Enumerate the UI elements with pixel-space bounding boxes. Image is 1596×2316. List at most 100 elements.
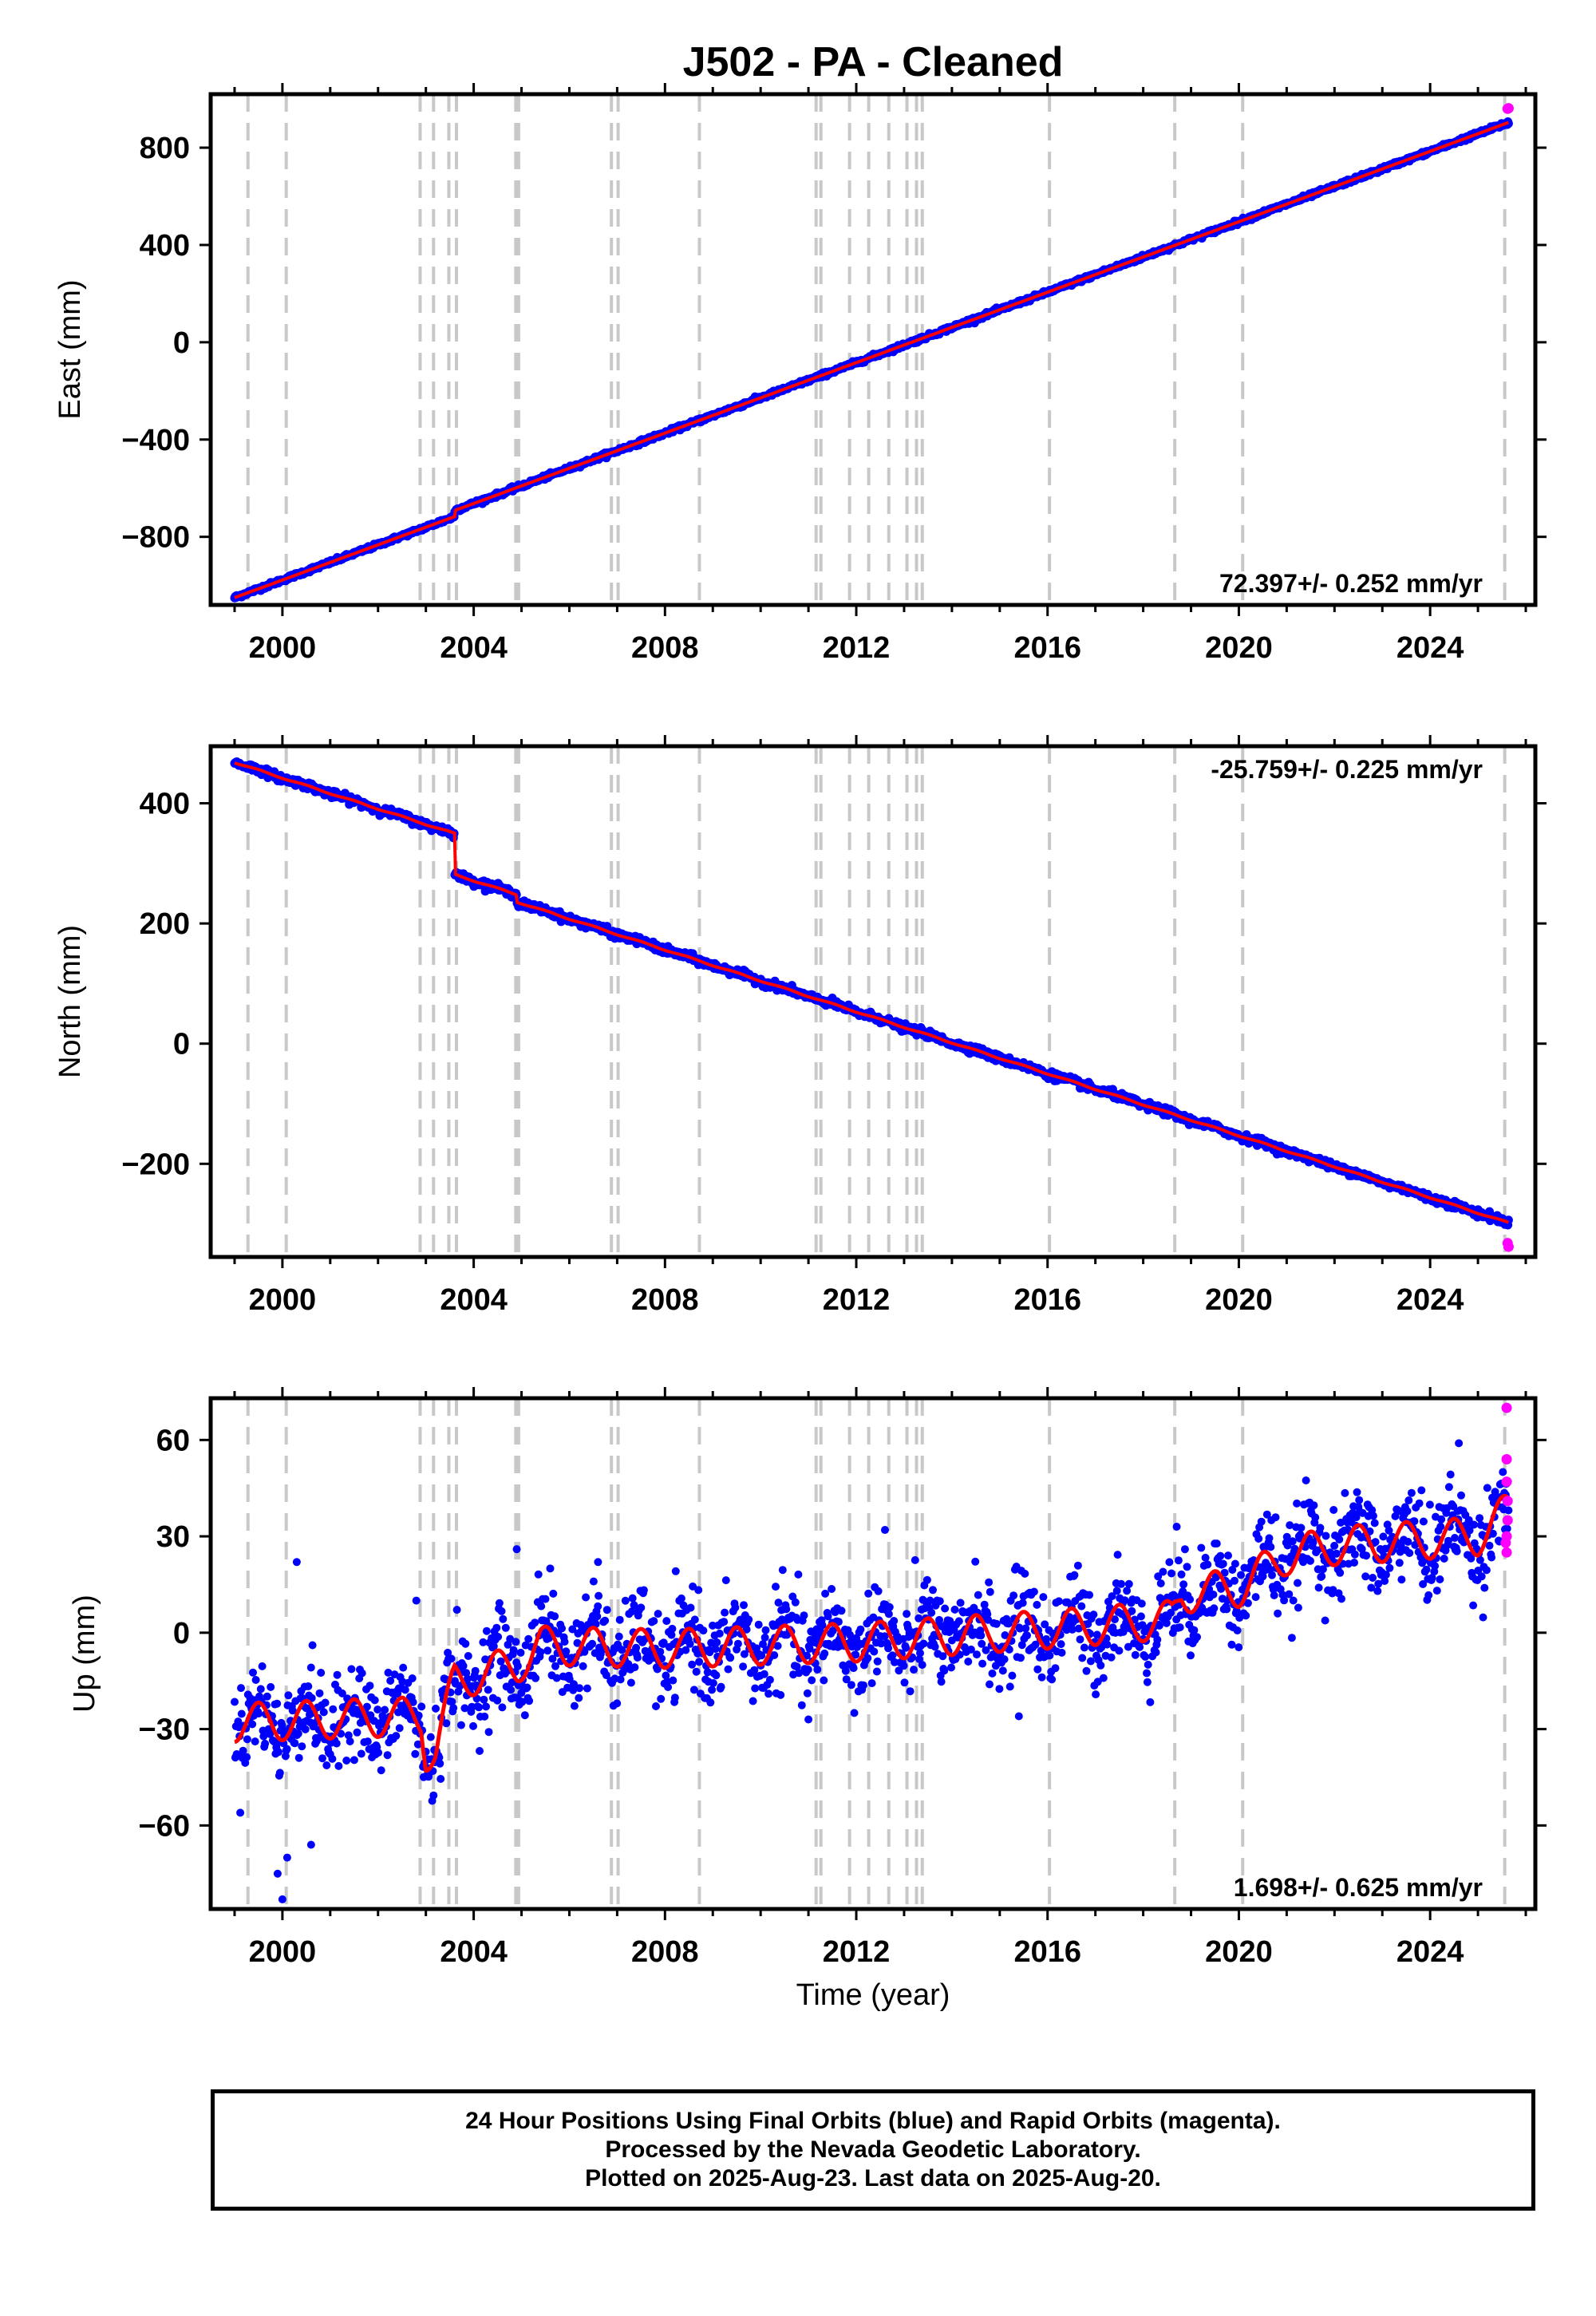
- data-point: [803, 1689, 812, 1697]
- data-point: [885, 1603, 894, 1611]
- data-point: [821, 1589, 830, 1598]
- data-point: [482, 1626, 491, 1635]
- data-point: [520, 1711, 529, 1720]
- data-point: [828, 1585, 836, 1593]
- data-point: [760, 1633, 769, 1642]
- data-point: [329, 1705, 338, 1713]
- data-point: [995, 1685, 1004, 1694]
- data-point: [263, 1692, 271, 1701]
- data-point: [751, 1684, 760, 1693]
- data-point: [308, 1641, 317, 1650]
- data-point: [541, 1595, 550, 1603]
- data-point: [370, 1696, 379, 1705]
- data-point: [452, 1606, 461, 1614]
- data-point: [358, 1669, 366, 1678]
- data-point: [797, 1701, 806, 1709]
- data-point: [319, 1708, 328, 1717]
- data-point: [778, 1566, 787, 1575]
- x-tick-label: 2004: [440, 1283, 508, 1317]
- data-point: [1033, 1600, 1041, 1609]
- x-tick-label: 2008: [631, 1283, 699, 1317]
- data-point: [384, 1668, 393, 1677]
- data-point: [760, 1670, 768, 1678]
- data-point: [288, 1706, 297, 1715]
- data-point: [489, 1642, 498, 1650]
- data-point: [536, 1648, 545, 1657]
- data-point: [298, 1742, 306, 1751]
- data-point: [1005, 1682, 1014, 1691]
- data-point: [377, 1766, 385, 1775]
- data-point: [480, 1712, 489, 1721]
- data-point: [471, 1666, 480, 1675]
- data-point: [863, 1654, 872, 1662]
- y-tick-label: 800: [140, 132, 190, 165]
- data-point: [236, 1808, 245, 1817]
- data-point: [712, 1671, 721, 1680]
- data-point: [353, 1728, 361, 1737]
- data-point: [484, 1728, 493, 1737]
- data-point: [685, 1639, 694, 1648]
- data-point: [417, 1702, 426, 1711]
- data-point: [964, 1658, 973, 1666]
- data-point: [338, 1689, 346, 1697]
- data-point: [669, 1676, 678, 1685]
- data-point: [1008, 1671, 1017, 1680]
- data-point: [459, 1662, 468, 1670]
- data-point: [552, 1674, 561, 1682]
- data-point: [461, 1639, 470, 1648]
- data-point: [720, 1618, 729, 1626]
- east-rapid-orbit-points: [1502, 103, 1514, 114]
- data-point: [275, 1748, 282, 1757]
- data-point: [1039, 1593, 1048, 1602]
- data-point: [808, 1676, 816, 1685]
- data-point: [888, 1651, 897, 1660]
- data-point: [694, 1586, 703, 1595]
- data-point: [992, 1619, 1001, 1628]
- data-point: [507, 1686, 516, 1694]
- data-point: [902, 1643, 911, 1652]
- data-point: [497, 1607, 506, 1615]
- data-point: [764, 1690, 773, 1698]
- data-point: [633, 1654, 642, 1662]
- data-point: [1021, 1569, 1029, 1578]
- y-tick-label: 400: [140, 788, 190, 821]
- data-point: [456, 1721, 465, 1729]
- data-point: [1033, 1665, 1042, 1674]
- data-point: [849, 1664, 858, 1673]
- data-point: [266, 1729, 275, 1738]
- data-point: [479, 1638, 488, 1646]
- data-point: [971, 1557, 980, 1566]
- data-point: [303, 1704, 312, 1713]
- data-point: [501, 1623, 510, 1632]
- data-point: [346, 1737, 354, 1745]
- data-point: [342, 1757, 351, 1765]
- data-point: [328, 1754, 337, 1763]
- data-point: [985, 1578, 994, 1587]
- data-point: [469, 1721, 477, 1730]
- data-point: [874, 1587, 883, 1595]
- data-point: [922, 1575, 931, 1584]
- data-point: [637, 1603, 646, 1612]
- data-point: [664, 1683, 673, 1691]
- y-tick-label: 0: [173, 326, 190, 360]
- data-point: [935, 1597, 944, 1606]
- data-point: [261, 1739, 270, 1748]
- data-point: [588, 1639, 597, 1648]
- data-point: [903, 1610, 911, 1618]
- data-point: [332, 1739, 341, 1748]
- data-point: [930, 1642, 939, 1651]
- data-point: [717, 1682, 725, 1691]
- data-point: [481, 1655, 490, 1664]
- north-frame: [208, 744, 1538, 1259]
- data-point: [715, 1629, 724, 1638]
- data-point: [910, 1666, 918, 1674]
- data-point: [484, 1686, 492, 1694]
- data-point: [954, 1617, 963, 1626]
- data-point: [916, 1649, 924, 1658]
- data-point: [480, 1695, 488, 1704]
- x-tick-label: 2020: [1205, 1283, 1273, 1317]
- data-point: [401, 1686, 409, 1694]
- data-point: [824, 1612, 832, 1621]
- data-point: [294, 1753, 303, 1762]
- data-point: [977, 1631, 986, 1640]
